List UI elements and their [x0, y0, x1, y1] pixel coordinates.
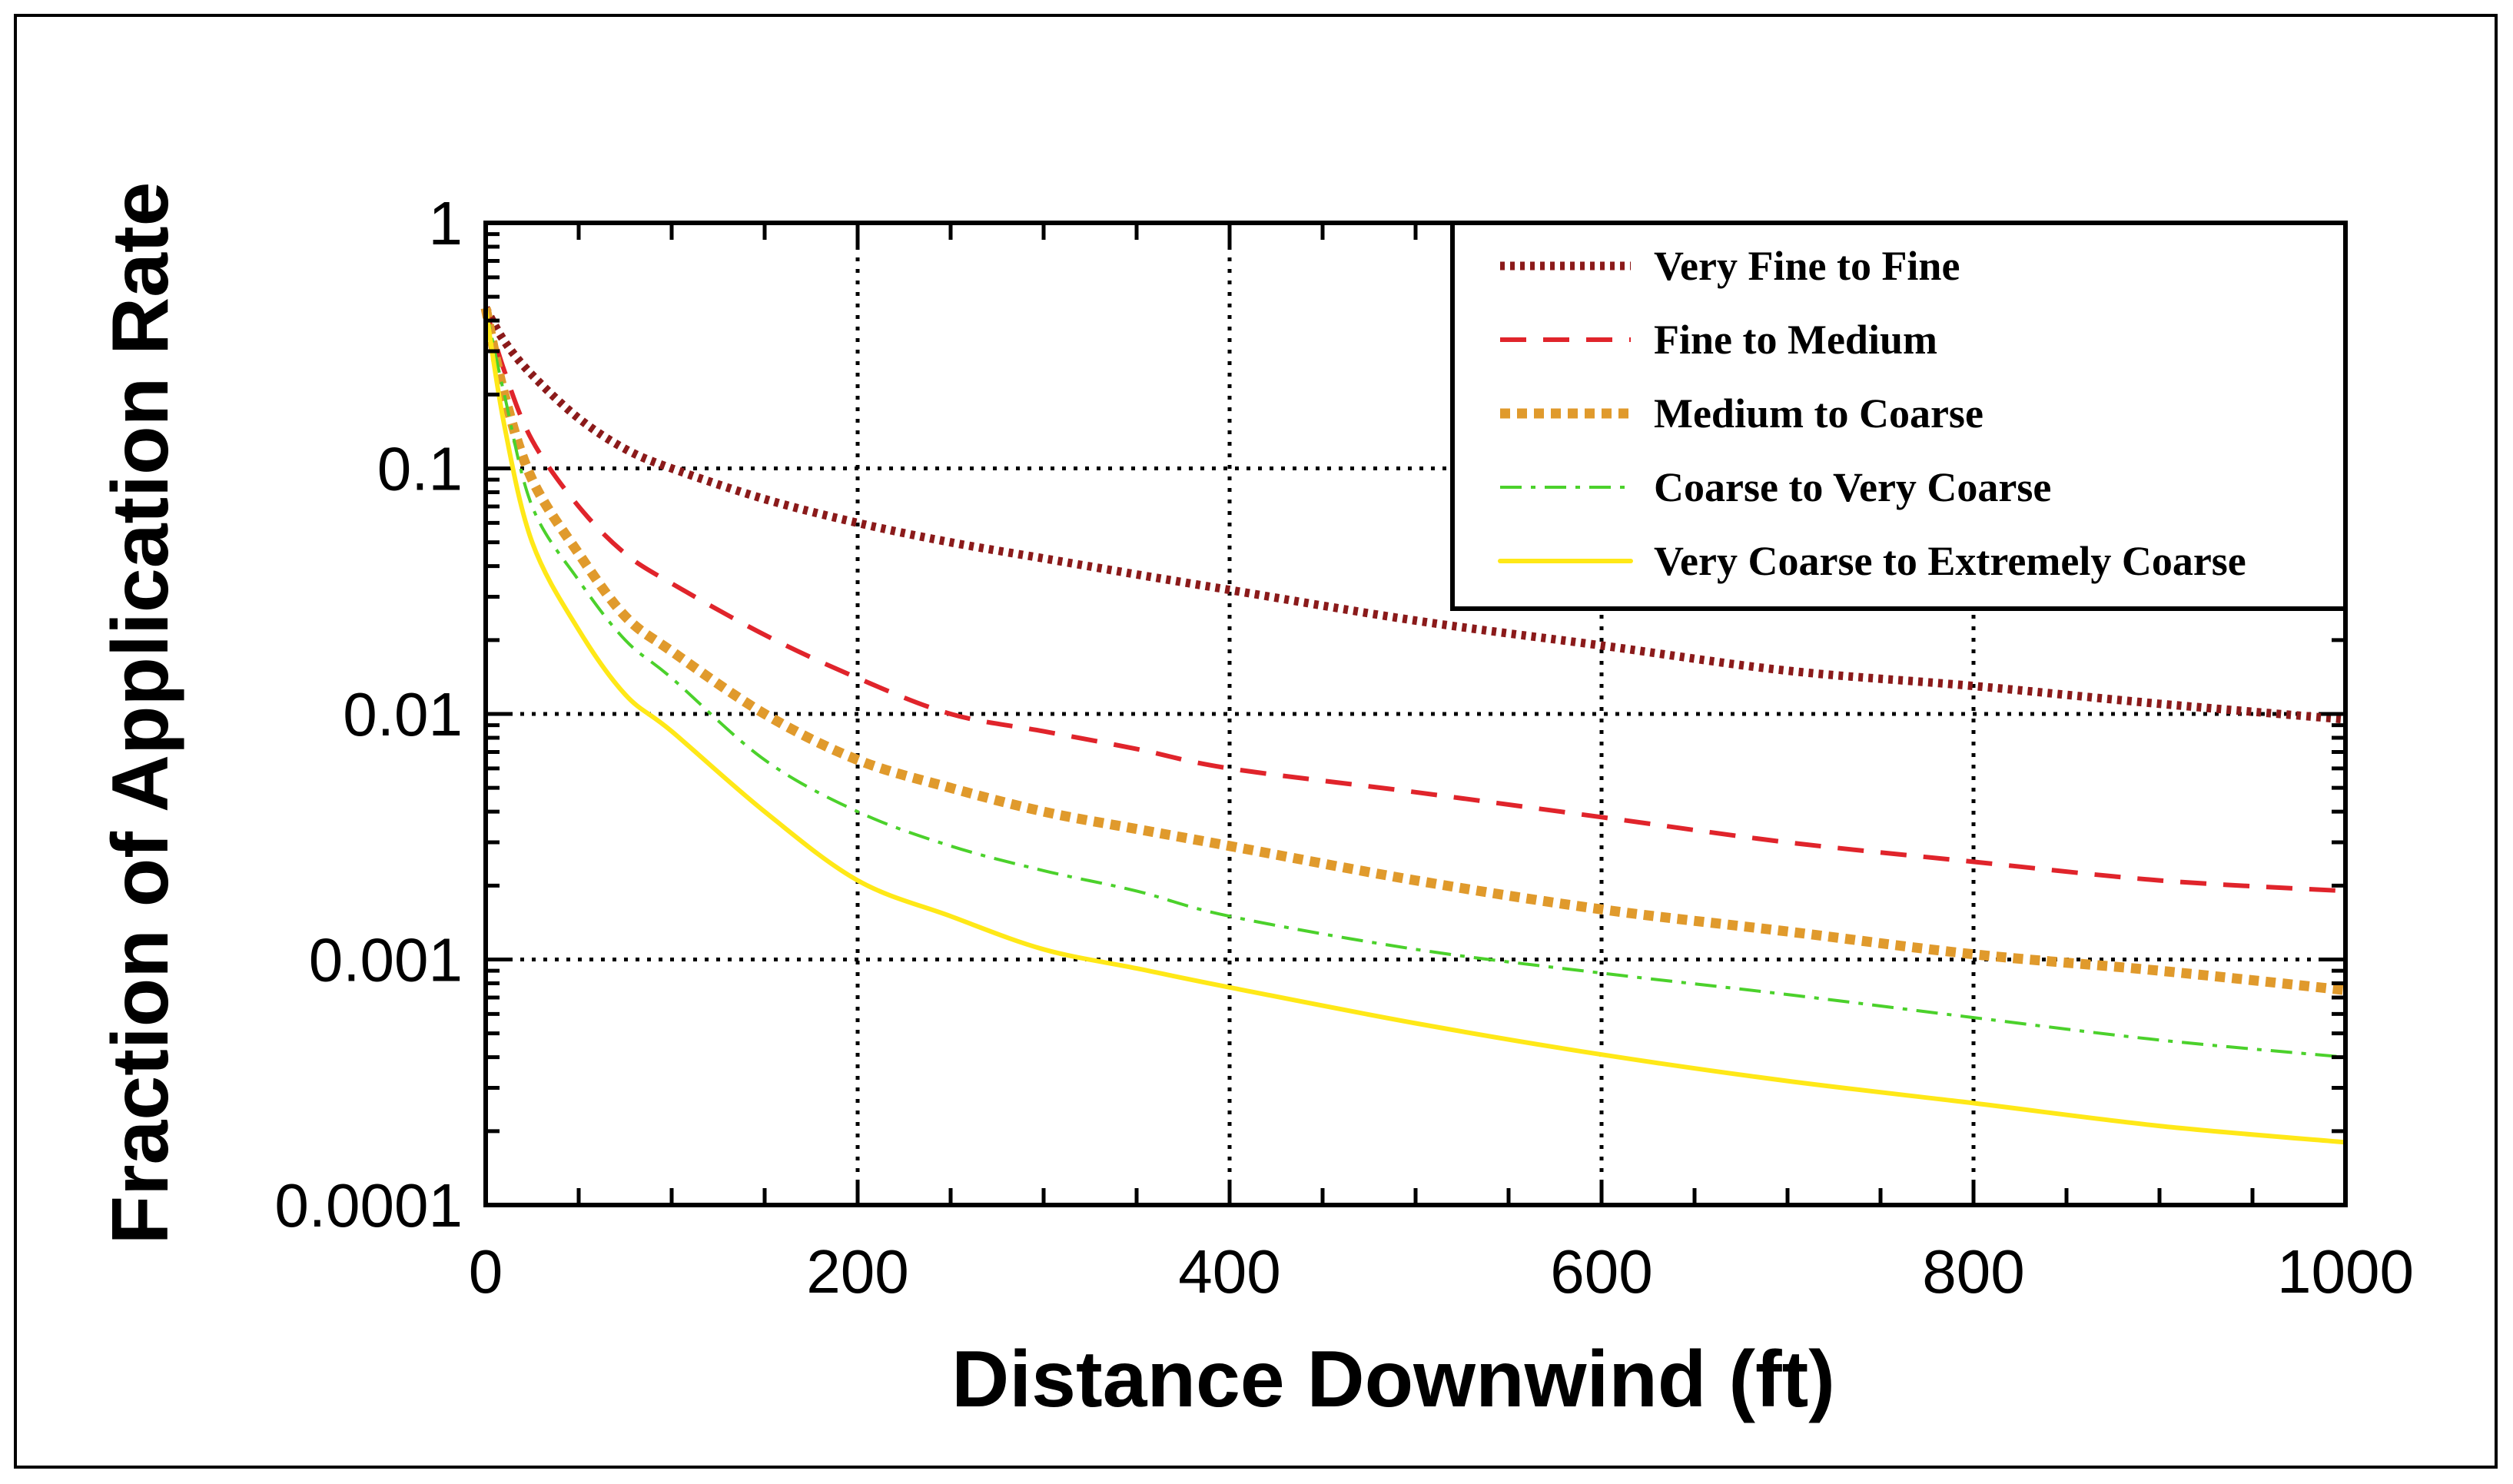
x-tick-label: 600	[1550, 1237, 1652, 1306]
x-tick-label: 800	[1922, 1237, 2024, 1306]
series-line-very-coarse-to-extremely-coarse	[483, 305, 2348, 1145]
figure-frame	[14, 14, 2498, 1469]
y-tick-label: 0.0001	[274, 1171, 463, 1240]
x-axis-title: Distance Downwind (ft)	[951, 1335, 1835, 1424]
y-axis-title: Fraction of Application Rate	[96, 182, 185, 1245]
legend-label: Medium to Coarse	[1654, 390, 1984, 437]
y-tick-label: 0.1	[377, 435, 463, 503]
x-tick-label: 200	[806, 1237, 908, 1306]
y-tick-label: 1	[429, 189, 463, 257]
series-line-medium-to-coarse	[480, 307, 2346, 995]
tick-labels: 0 200 400 600 800 1000 0.0001 0.001 0.01 0.1 1	[274, 189, 2414, 1306]
x-tick-label: 400	[1178, 1237, 1280, 1306]
legend-box	[1450, 221, 2348, 611]
y-tick-label: 0.001	[309, 926, 463, 994]
legend: Very Fine to Fine Fine to Medium Medium to…	[1450, 221, 2348, 611]
x-tick-label: 0	[469, 1237, 503, 1306]
legend-label: Fine to Medium	[1654, 317, 1937, 363]
legend-label: Very Coarse to Extremely Coarse	[1654, 538, 2246, 584]
legend-label: Coarse to Very Coarse	[1654, 464, 2051, 510]
x-tick-label: 1000	[2277, 1237, 2414, 1306]
series-line-coarse-to-very-coarse	[484, 307, 2346, 1059]
plot-area-border	[483, 221, 2348, 1207]
y-tick-label: 0.01	[343, 680, 463, 749]
legend-label: Very Fine to Fine	[1654, 243, 1960, 289]
series-lines	[480, 305, 2348, 1145]
